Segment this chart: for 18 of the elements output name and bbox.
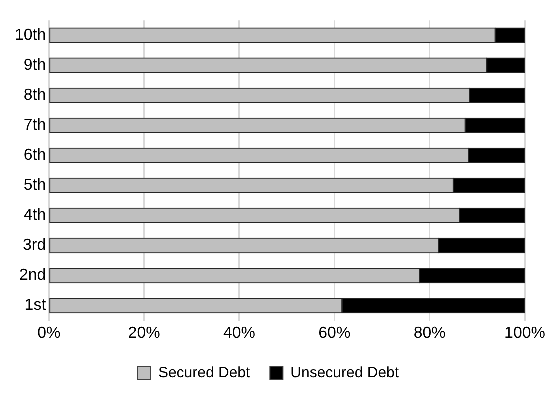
x-tick-label: 40%: [223, 324, 256, 342]
x-tick-label: 0%: [38, 324, 61, 342]
y-tick-label: 10th: [15, 27, 46, 44]
y-tick-label: 6th: [24, 147, 46, 164]
x-tick-label: 100%: [504, 324, 546, 342]
legend-label: Unsecured Debt: [290, 364, 400, 382]
y-tick-label: 7th: [24, 117, 46, 134]
y-tick-label: 9th: [24, 57, 46, 74]
y-tick-label: 8th: [24, 87, 46, 104]
y-tick-label: 4th: [24, 207, 46, 224]
y-tick-label: 3rd: [23, 237, 46, 254]
x-tick-label: 20%: [128, 324, 160, 342]
y-tick-label: 2nd: [19, 267, 46, 284]
legend-label: Secured Debt: [158, 364, 251, 382]
y-tick-label: 1st: [24, 297, 47, 314]
x-tick-label: 80%: [414, 324, 446, 342]
x-tick-label: 60%: [318, 324, 351, 342]
y-tick-label: 5th: [24, 177, 46, 194]
